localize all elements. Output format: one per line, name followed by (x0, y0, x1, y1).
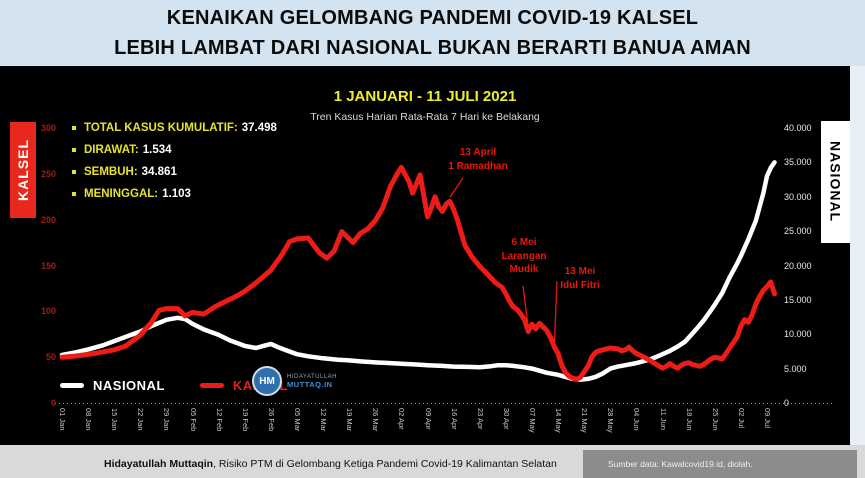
stat-value: 37.498 (241, 122, 277, 134)
hm-logo: HM HIDAYATULLAH MUTTAQ.IN (252, 366, 337, 396)
right-axis-tick-label: 25.000 (784, 226, 812, 237)
right-axis-tick-label: 0 (784, 398, 790, 408)
right-axis-tick-label: 10.000 (784, 329, 812, 340)
bullet-icon (72, 148, 76, 152)
x-axis-tick-label: 22 Jan (136, 408, 146, 431)
x-axis-tick-label: 09 Jul (763, 408, 772, 429)
kalsel-line-swatch (199, 382, 224, 388)
x-axis-tick-label: 12 Mar (319, 408, 329, 432)
x-axis-tick-label: 08 Jan (84, 408, 94, 431)
x-axis-tick-label: 19 Feb (240, 408, 250, 432)
nasional-line-swatch (60, 382, 84, 388)
bullet-icon (72, 192, 76, 196)
x-axis-tick-label: 23 Apr (475, 408, 485, 430)
logo-site-line: MUTTAQ.IN (287, 380, 333, 389)
slide-title-line1: KENAIKAN GELOMBANG PANDEMI COVID-19 KALS… (166, 7, 699, 29)
stat-row: TOTAL KASUS KUMULATIF: 37.498 (72, 117, 277, 139)
slide-title-line2: LEBIH LAMBAT DARI NASIONAL BUKAN BERARTI… (114, 37, 751, 59)
x-axis-tick-label: 30 Apr (501, 408, 511, 430)
x-axis-tick-label: 02 Jul (736, 408, 746, 429)
footer-citation: Hidayatullah Muttaqin, Risiko PTM di Gel… (104, 458, 557, 470)
left-axis-tick-label: 250 (40, 168, 56, 179)
x-axis-tick-label: 15 Jan (110, 408, 120, 431)
x-axis-tick-label: 07 May (528, 408, 537, 433)
x-axis-tick-label: 11 Jun (658, 408, 668, 430)
x-axis-tick-label: 14 May (554, 408, 564, 433)
chart-annotation: 13 April 1 Ramadhan (448, 146, 507, 173)
x-axis-tick-label: 02 Apr (397, 408, 407, 430)
stat-label: MENINGGAL: (84, 188, 159, 200)
stat-value: 34.861 (141, 166, 177, 178)
left-axis-tick-label: 0 (50, 398, 56, 408)
annotation-line: 13 April (459, 147, 497, 158)
x-axis-tick-label: 18 Jun (684, 408, 694, 431)
left-axis-tick-label: 200 (40, 214, 56, 225)
x-axis-tick-label: 25 Jun (710, 408, 720, 431)
right-axis-tick-label: 30.000 (784, 191, 812, 202)
legend-label-nasional: NASIONAL (93, 377, 165, 393)
x-axis-tick-label: 05 Feb (188, 408, 198, 432)
chart-title: 1 JANUARI - 11 JULI 2021 (333, 88, 517, 105)
x-axis-tick-label: 09 Apr (423, 408, 433, 430)
right-axis-tick-label: 40.000 (784, 123, 812, 133)
nasional-axis-label: NASIONAL (827, 141, 844, 223)
left-axis-tick-label: 150 (40, 260, 56, 271)
source-text: Sumber data: Kawalcovid19.id, diolah. (608, 459, 753, 469)
x-axis-tick-label: 29 Jan (162, 408, 172, 431)
annotation-line: Larangan (501, 250, 547, 262)
right-axis-tick-label: 5.000 (784, 363, 807, 374)
kalsel-axis-box: KALSEL (10, 122, 36, 218)
footer-citation-rest: , Risiko PTM di Gelombang Ketiga Pandemi… (213, 458, 557, 470)
stat-value: 1.103 (162, 188, 191, 200)
annotation-line: Idul Fitri (560, 279, 600, 291)
hm-logo-icon: HM (252, 366, 282, 396)
x-axis-tick-label: 26 Feb (266, 408, 276, 432)
x-axis-tick-label: 19 Mar (345, 408, 355, 432)
stat-row: SEMBUH: 34.861 (72, 161, 277, 183)
annotation-line: 1 Ramadhan (448, 160, 508, 172)
x-axis-tick-label: 26 Mar (371, 408, 381, 432)
chart-subtitle: Tren Kasus Harian Rata-Rata 7 Hari ke Be… (310, 111, 540, 123)
stat-row: DIRAWAT: 1.534 (72, 139, 277, 161)
stat-row: MENINGGAL: 1.103 (72, 183, 277, 205)
footer-author: Hidayatullah Muttaqin (104, 458, 214, 470)
stat-label: SEMBUH: (84, 166, 138, 178)
chart-annotation: 6 Mei Larangan Mudik (501, 236, 546, 277)
right-axis-tick-label: 20.000 (784, 260, 812, 271)
annotation-line: Mudik (509, 264, 539, 275)
x-axis-tick-label: 16 Apr (449, 408, 459, 430)
right-axis-tick-label: 35.000 (784, 157, 812, 168)
annotation-line: 6 Mei (511, 237, 537, 248)
x-axis-tick-label: 12 Feb (214, 408, 224, 432)
summary-stats-list: TOTAL KASUS KUMULATIF: 37.498 DIRAWAT: 1.53… (72, 117, 277, 205)
nasional-axis-box: NASIONAL (821, 121, 850, 243)
stat-value: 1.534 (142, 144, 172, 156)
x-axis-tick-label: 04 Jun (632, 408, 642, 431)
chart-annotation: 13 Mei Idul Fitri (560, 265, 599, 292)
stat-label: DIRAWAT: (84, 144, 139, 156)
source-box: Sumber data: Kawalcovid19.id, diolah. (583, 450, 857, 478)
left-axis-tick-label: 100 (40, 306, 56, 317)
x-axis-tick-label: 21 May (580, 408, 590, 433)
left-axis-tick-label: 50 (45, 352, 56, 363)
slide-footer: Hidayatullah Muttaqin, Risiko PTM di Gel… (0, 445, 865, 478)
x-axis-tick-label: 01 Jan (58, 408, 67, 431)
annotation-line: 13 Mei (564, 266, 596, 277)
x-axis-tick-label: 28 May (606, 408, 616, 433)
right-axis-tick-label: 15.000 (784, 294, 812, 305)
stat-label: TOTAL KASUS KUMULATIF: (84, 122, 238, 134)
right-margin-strip (850, 66, 865, 445)
left-axis-tick-label: 300 (40, 123, 56, 133)
x-axis-tick-label: 05 Mar (293, 408, 302, 432)
slide-header: KENAIKAN GELOMBANG PANDEMI COVID-19 KALS… (0, 0, 865, 66)
bullet-icon (72, 170, 76, 174)
bullet-icon (72, 126, 76, 130)
